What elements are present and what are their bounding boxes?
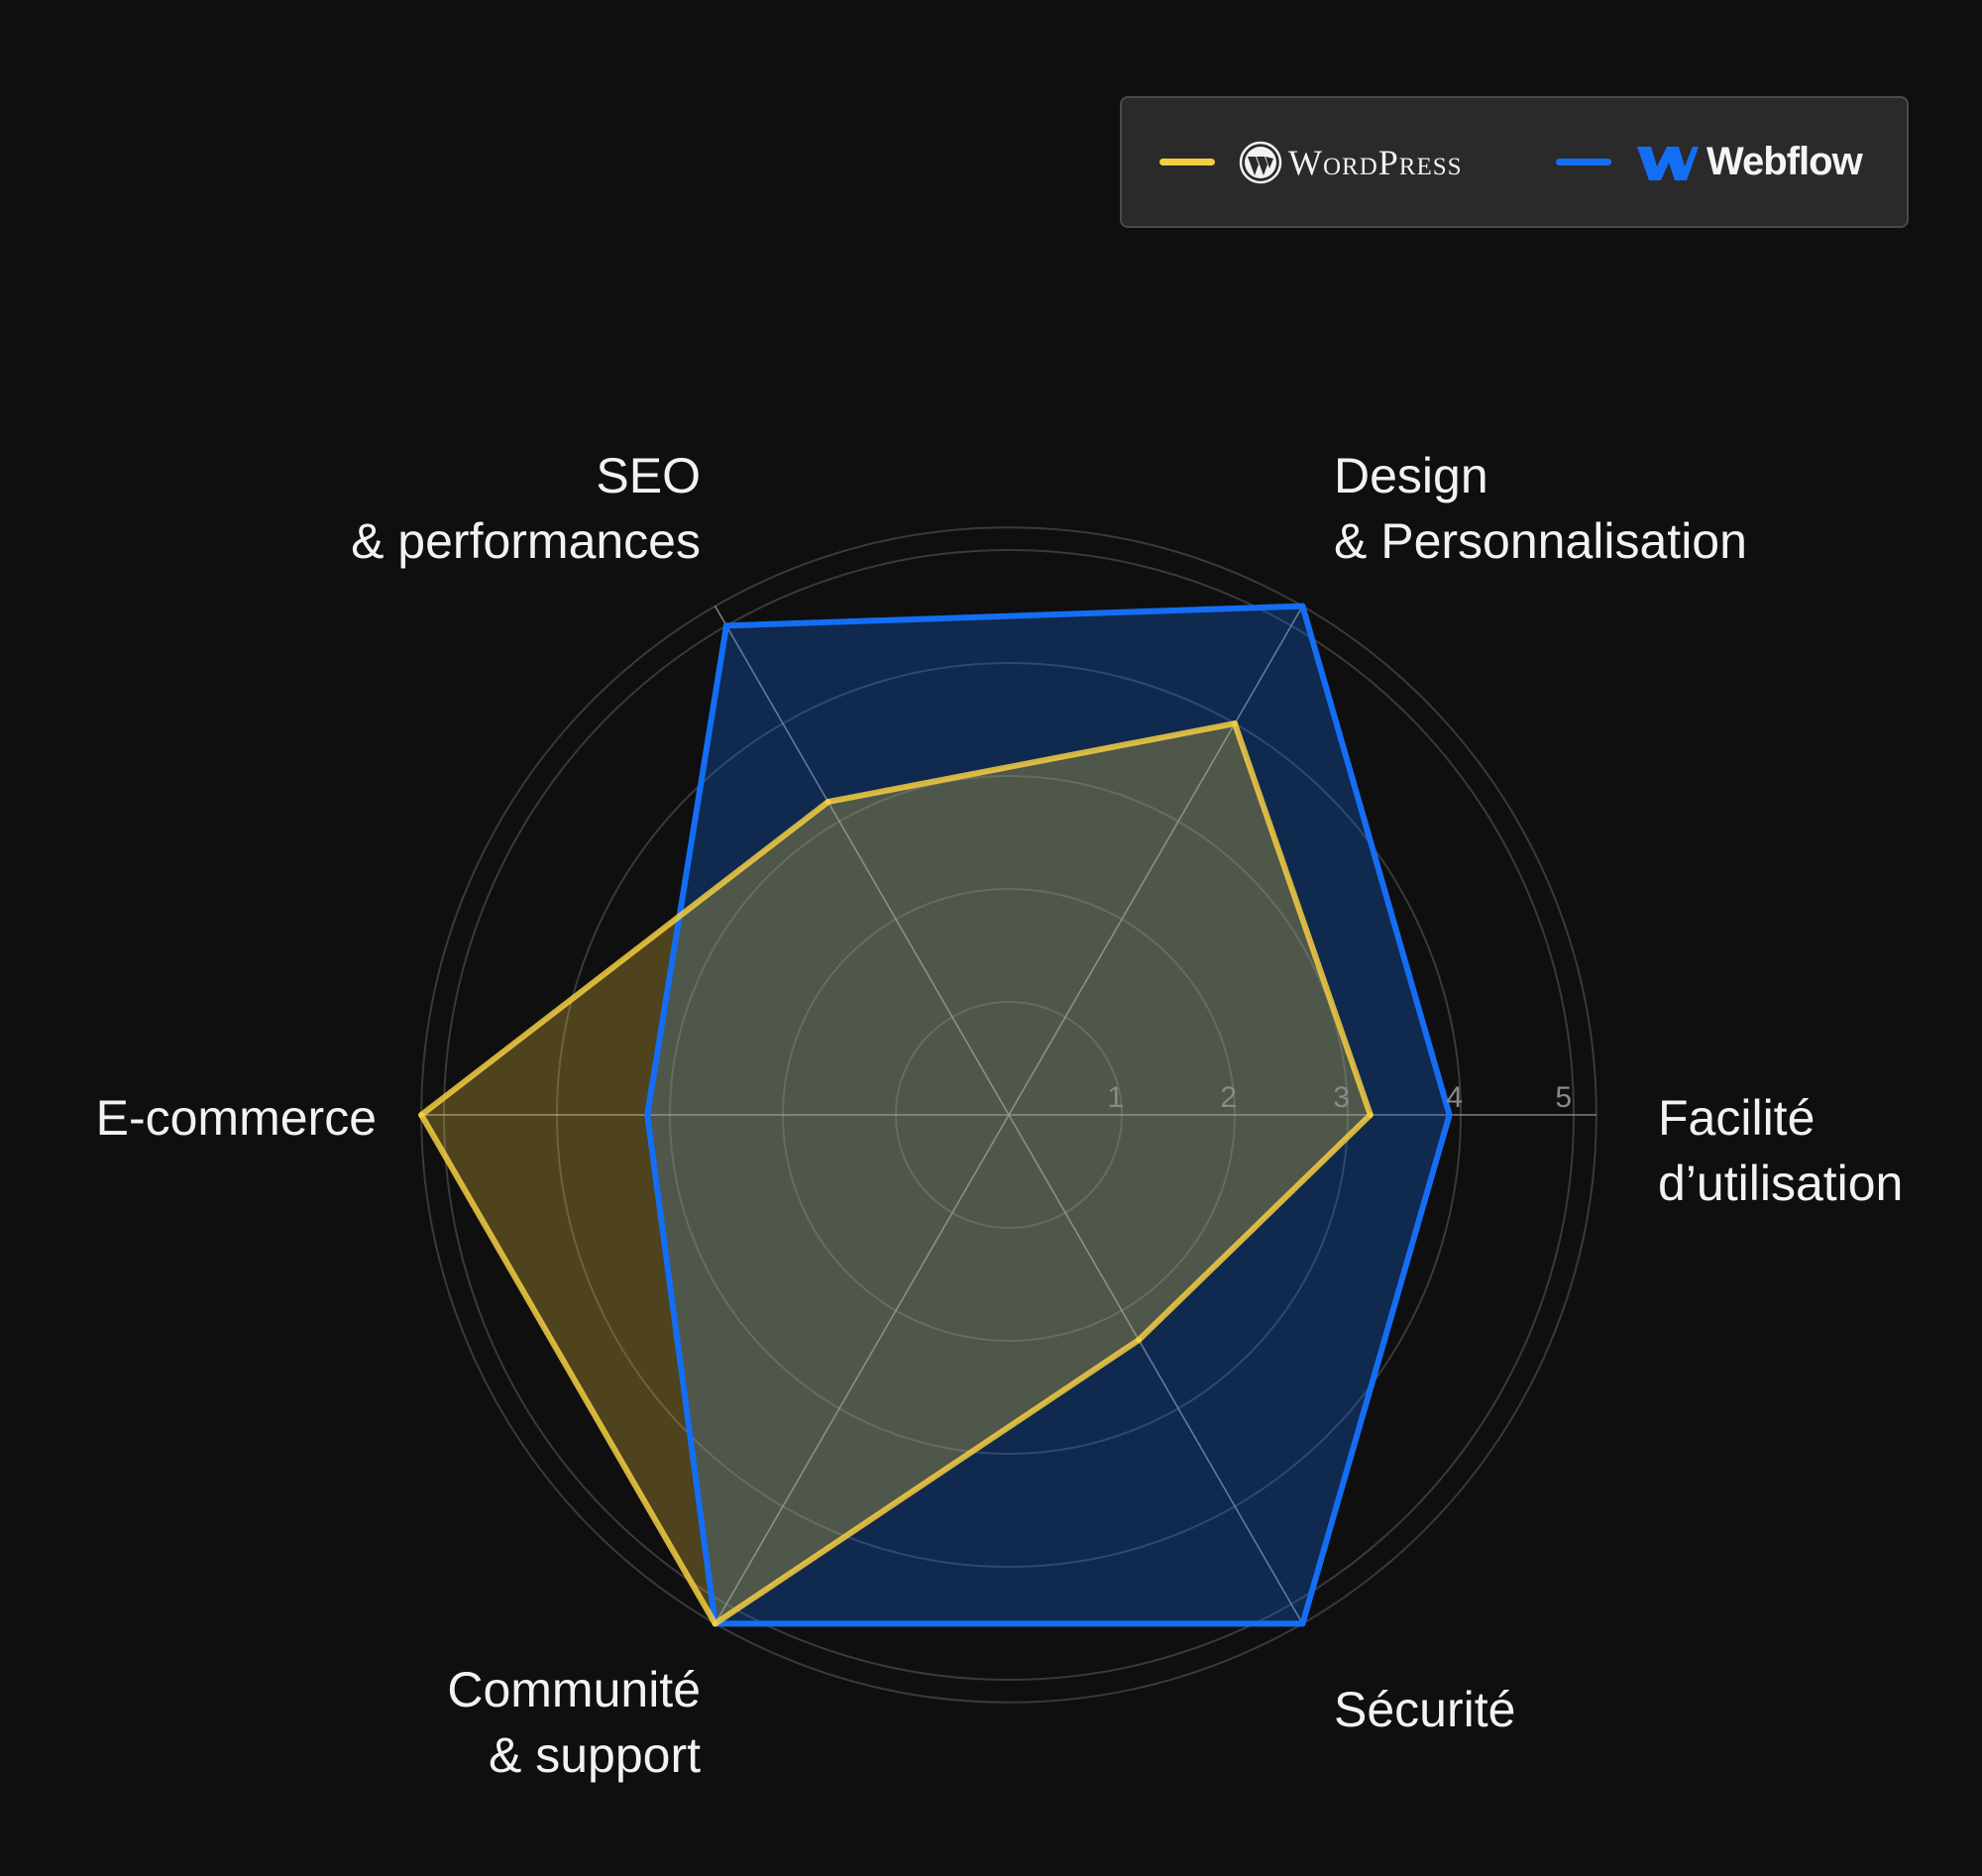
tick-label-4: 4 <box>1446 1081 1463 1114</box>
axis-label-3: E-commerce <box>96 1090 377 1146</box>
axis-label-1: Design & Personnalisation <box>1334 448 1747 569</box>
axis-label-1-line-1: & Personnalisation <box>1334 513 1747 569</box>
axis-label-2: SEO & performances <box>351 448 701 569</box>
tick-label-5: 5 <box>1555 1081 1572 1114</box>
axis-label-4-line-0: Communité <box>447 1662 701 1717</box>
tick-label-2: 2 <box>1220 1081 1237 1114</box>
series-point-wordpress-0 <box>1367 1112 1374 1118</box>
tick-label-1: 1 <box>1107 1081 1124 1114</box>
series-area-webflow <box>647 606 1450 1624</box>
radar-grid <box>420 526 1597 1704</box>
series-point-wordpress-3 <box>418 1112 425 1118</box>
series-point-wordpress-5 <box>1136 1337 1143 1344</box>
axis-label-0: Facilité d’utilisation <box>1658 1090 1903 1211</box>
series-point-webflow-3 <box>644 1112 651 1118</box>
legend-swatch-webflow <box>1556 159 1611 166</box>
series-point-webflow-1 <box>1299 603 1306 609</box>
radar-series <box>418 603 1453 1627</box>
axis-label-1-line-0: Design <box>1334 448 1488 503</box>
axis-label-0-line-0: Facilité <box>1658 1090 1815 1146</box>
axis-label-0-line-1: d’utilisation <box>1658 1156 1903 1211</box>
series-point-webflow-5 <box>1299 1620 1306 1627</box>
legend-label-webflow: Webflow <box>1707 140 1863 183</box>
wordpress-logo-icon <box>1239 141 1282 183</box>
tick-label-3: 3 <box>1333 1081 1350 1114</box>
axis-spoke-1 <box>1008 606 1304 1116</box>
series-point-wordpress-1 <box>1232 720 1238 727</box>
legend-item-wordpress[interactable]: WordPress <box>1159 98 1463 226</box>
series-point-wordpress-2 <box>825 799 831 806</box>
axis-label-2-line-0: SEO <box>596 448 701 503</box>
legend-label-wordpress: WordPress <box>1288 142 1463 182</box>
series-point-webflow-0 <box>1446 1112 1453 1118</box>
series-point-webflow-2 <box>723 622 729 629</box>
axis-label-5-line-0: Sécurité <box>1334 1682 1515 1737</box>
radar-axis-labels: Facilité d’utilisation Design & Personnalis… <box>96 448 1904 1783</box>
legend-item-webflow[interactable]: Webflow <box>1556 98 1863 226</box>
axis-spoke-4 <box>714 1114 1010 1624</box>
axis-spoke-5 <box>1008 1114 1304 1624</box>
axis-label-3-line-0: E-commerce <box>96 1090 377 1146</box>
axis-label-4: Communité & support <box>447 1662 701 1783</box>
axis-spoke-2 <box>714 606 1010 1116</box>
axis-label-4-line-1: & support <box>489 1727 701 1783</box>
legend-swatch-wordpress <box>1159 159 1215 166</box>
radar-ticks: 1 2 3 4 5 <box>1107 1081 1572 1114</box>
series-area-wordpress <box>421 723 1371 1624</box>
chart-legend: WordPress Webflow <box>1120 96 1909 228</box>
axis-label-2-line-1: & performances <box>351 513 701 569</box>
axis-label-5: Sécurité <box>1334 1682 1515 1737</box>
series-point-wordpress-4 <box>712 1620 718 1627</box>
webflow-logo-icon <box>1637 146 1699 180</box>
